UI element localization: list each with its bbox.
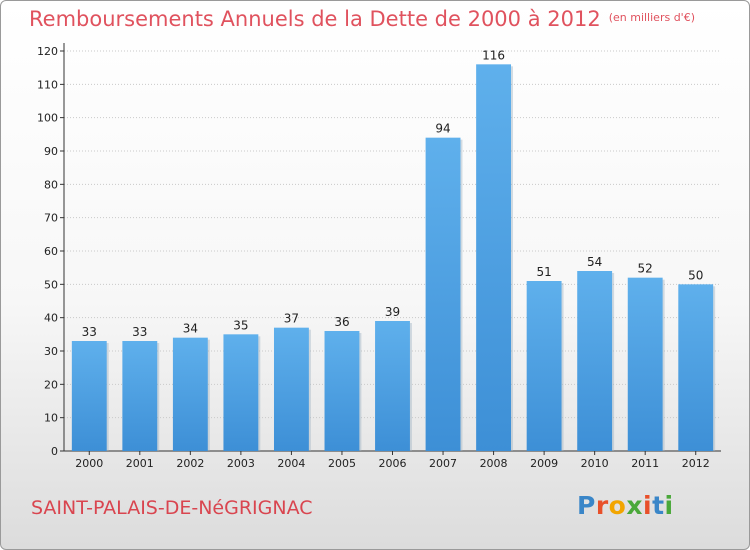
x-tick-label: 2003 <box>227 457 255 470</box>
x-tick-label: 2002 <box>176 457 204 470</box>
y-tick-label: 110 <box>37 78 58 91</box>
x-tick-label: 2004 <box>277 457 305 470</box>
x-tick-label: 2000 <box>75 457 103 470</box>
data-label-2006: 39 <box>385 305 400 319</box>
x-tick-label: 2010 <box>581 457 609 470</box>
data-label-2000: 33 <box>82 325 97 339</box>
bar-2000 <box>71 341 107 451</box>
bar-2011 <box>627 277 663 451</box>
data-label-2011: 52 <box>638 262 653 276</box>
x-tick-label: 2005 <box>328 457 356 470</box>
bar-2009 <box>526 281 562 451</box>
brand-letter: t <box>652 491 665 520</box>
bar-2006 <box>375 321 410 451</box>
x-tick-label: 2011 <box>631 457 659 470</box>
x-tick-label: 2006 <box>379 457 407 470</box>
y-tick-label: 20 <box>44 378 58 391</box>
y-tick-label: 90 <box>44 145 58 158</box>
data-label-2010: 54 <box>587 255 602 269</box>
bar-2004 <box>273 327 309 451</box>
unit-note: (en milliers d'€) <box>608 11 695 24</box>
y-tick-label: 10 <box>44 412 58 425</box>
brand-letter: P <box>577 491 596 520</box>
y-tick-label: 120 <box>37 45 58 58</box>
data-label-2008: 116 <box>482 48 505 62</box>
chart-title: Remboursements Annuels de la Dette de 20… <box>29 7 695 31</box>
brand-letter: i <box>643 491 653 520</box>
bar-2005 <box>324 331 360 451</box>
data-label-2003: 35 <box>233 318 248 332</box>
y-tick-label: 30 <box>44 345 58 358</box>
data-label-2012: 50 <box>688 268 703 282</box>
x-tick-label: 2001 <box>126 457 154 470</box>
brand-letter: x <box>626 491 643 520</box>
bar-2001 <box>122 341 158 451</box>
bar-2007 <box>425 137 461 451</box>
y-tick-label: 100 <box>37 112 58 125</box>
brand-letter: r <box>595 491 609 520</box>
bar-2012 <box>678 284 714 451</box>
x-tick-label: 2012 <box>682 457 710 470</box>
data-label-2001: 33 <box>132 325 147 339</box>
bar-2010 <box>577 271 613 451</box>
bar-2008 <box>476 64 512 452</box>
x-tick-label: 2007 <box>429 457 457 470</box>
y-tick-label: 80 <box>44 178 58 191</box>
data-label-2004: 37 <box>284 312 299 326</box>
data-label-2007: 94 <box>435 122 450 136</box>
y-tick-label: 50 <box>44 278 58 291</box>
commune-name: SAINT-PALAIS-DE-NéGRIGNAC <box>31 497 313 519</box>
brand-letter: i <box>664 491 674 520</box>
brand-logo: Proxiti <box>577 491 674 520</box>
x-tick-label: 2009 <box>530 457 558 470</box>
y-tick-label: 40 <box>44 312 58 325</box>
brand-letter: o <box>608 491 627 520</box>
data-label-2002: 34 <box>183 322 198 336</box>
data-label-2005: 36 <box>334 315 349 329</box>
data-label-2009: 51 <box>536 265 551 279</box>
y-tick-label: 60 <box>44 245 58 258</box>
bar-2002 <box>172 337 208 451</box>
y-tick-label: 0 <box>51 445 58 458</box>
x-tick-label: 2008 <box>480 457 508 470</box>
bar-2003 <box>223 334 259 451</box>
y-tick-label: 70 <box>44 212 58 225</box>
chart-title-text: Remboursements Annuels de la Dette de 20… <box>29 7 601 31</box>
